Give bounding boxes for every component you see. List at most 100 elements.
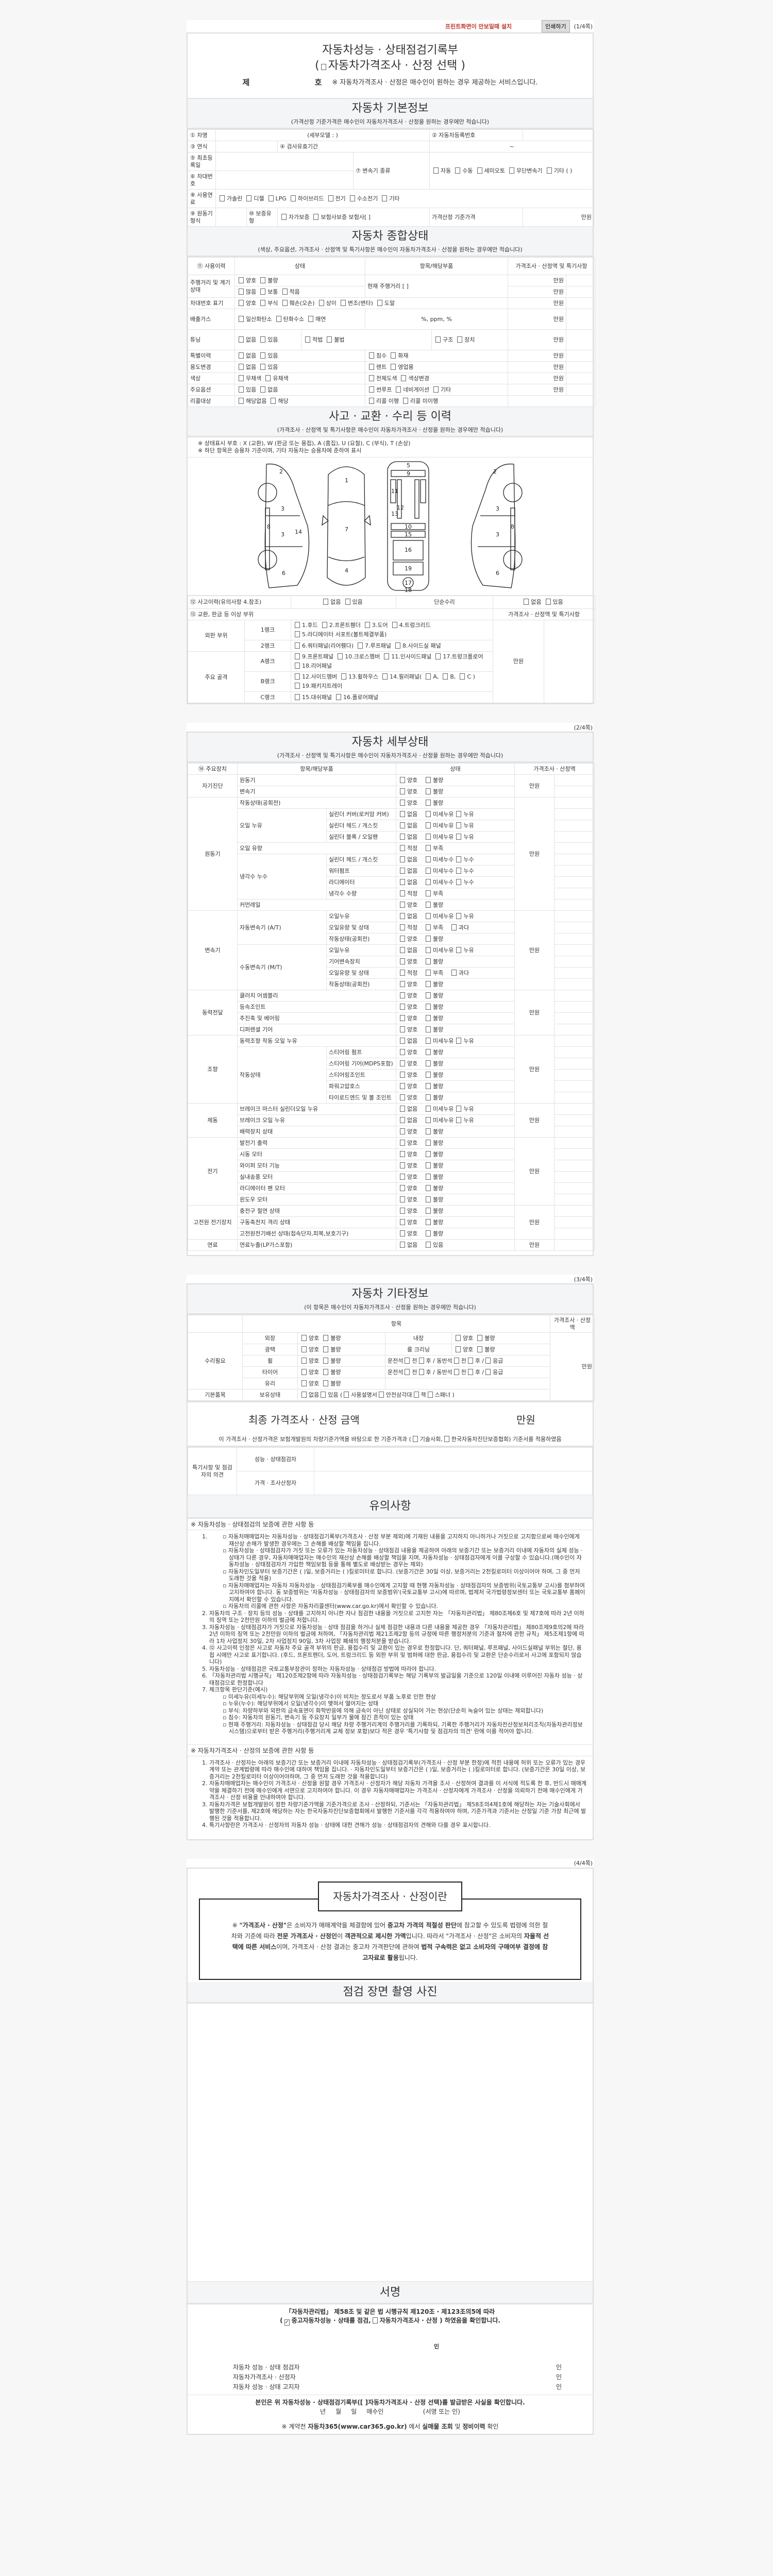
checkbox[interactable] bbox=[301, 1391, 307, 1398]
checkbox[interactable] bbox=[239, 288, 244, 295]
checkbox-option[interactable]: 없음 bbox=[522, 599, 542, 606]
checkbox[interactable] bbox=[260, 386, 266, 393]
checkbox-option[interactable]: 자가보증 bbox=[280, 213, 309, 221]
checkbox-option[interactable]: 가솔린 bbox=[218, 195, 242, 202]
checkbox[interactable] bbox=[456, 856, 462, 862]
note-cell[interactable] bbox=[554, 1148, 595, 1160]
price-field[interactable]: 만원 bbox=[508, 372, 566, 384]
checkbox[interactable] bbox=[426, 799, 431, 806]
checkbox[interactable] bbox=[418, 1357, 424, 1364]
note-cell[interactable] bbox=[554, 944, 595, 956]
checkbox-option[interactable]: 양호 bbox=[398, 776, 423, 784]
checkbox[interactable] bbox=[400, 1105, 405, 1112]
checkbox[interactable] bbox=[290, 195, 296, 201]
note-cell[interactable] bbox=[554, 1080, 595, 1092]
checkbox-option[interactable]: 양호 bbox=[398, 1218, 423, 1226]
checkbox-option[interactable]: 불량 bbox=[424, 1026, 449, 1033]
checkbox-option[interactable]: 변조(변타) bbox=[339, 299, 373, 307]
checkbox-option[interactable]: 양호 bbox=[398, 1071, 423, 1079]
checkbox-option[interactable]: 양호 bbox=[398, 901, 423, 909]
checkbox-option[interactable]: 불량 bbox=[424, 1139, 449, 1147]
note-cell[interactable] bbox=[566, 384, 595, 396]
note-cell[interactable] bbox=[554, 1046, 595, 1058]
checkbox[interactable] bbox=[485, 1368, 491, 1375]
checkbox-option[interactable]: 적정 bbox=[398, 924, 423, 931]
checkbox[interactable] bbox=[405, 1368, 410, 1375]
checkbox-option[interactable]: 하이브리드 bbox=[289, 195, 324, 202]
checkbox-option[interactable]: 3.도어 bbox=[363, 621, 388, 630]
checkbox[interactable] bbox=[400, 935, 405, 942]
checkbox[interactable] bbox=[400, 1060, 405, 1066]
checkbox[interactable] bbox=[400, 1082, 405, 1089]
checkbox[interactable] bbox=[400, 1139, 405, 1146]
checkbox-option[interactable]: 불량 bbox=[424, 1196, 449, 1204]
price-field[interactable]: 만원 bbox=[514, 797, 554, 911]
checkbox-option[interactable]: 양호 bbox=[398, 992, 423, 999]
checkbox[interactable] bbox=[400, 924, 405, 930]
note-cell[interactable] bbox=[554, 1035, 595, 1047]
checkbox[interactable] bbox=[400, 878, 405, 885]
signer-seal[interactable]: 인 bbox=[556, 2383, 562, 2391]
checkbox[interactable] bbox=[327, 336, 332, 343]
checkbox-option[interactable]: 누유 bbox=[455, 946, 479, 954]
checkbox-option[interactable]: 19.패키지트레이 bbox=[293, 682, 342, 691]
checkbox-option[interactable]: 양호 bbox=[398, 1094, 423, 1101]
checkbox-option[interactable]: 양호 bbox=[300, 1346, 319, 1353]
note-cell[interactable] bbox=[554, 854, 595, 866]
signer-seal[interactable]: 인 bbox=[556, 2373, 562, 2381]
checkbox[interactable] bbox=[345, 599, 350, 605]
checkbox-option[interactable]: 양호 bbox=[237, 299, 256, 307]
checkbox[interactable] bbox=[456, 810, 462, 817]
checkbox[interactable] bbox=[281, 213, 287, 220]
checkbox-option[interactable]: 영업용 bbox=[389, 363, 414, 371]
signer-seal[interactable]: 인 bbox=[556, 2363, 562, 2371]
checkbox[interactable] bbox=[328, 195, 333, 201]
checkbox-option[interactable]: 미세누유 bbox=[424, 810, 453, 818]
checkbox[interactable] bbox=[456, 946, 462, 953]
checkbox-option[interactable]: 렌트 bbox=[367, 363, 386, 371]
checkbox[interactable] bbox=[295, 663, 300, 669]
checkbox[interactable] bbox=[509, 167, 514, 174]
checkbox-option[interactable]: 누유 bbox=[455, 822, 479, 829]
checkbox[interactable] bbox=[426, 1150, 431, 1157]
checkbox[interactable] bbox=[400, 1071, 405, 1078]
checkbox[interactable] bbox=[323, 1368, 329, 1375]
checkbox[interactable] bbox=[444, 1436, 449, 1442]
checkbox[interactable] bbox=[453, 1368, 459, 1375]
checkbox-option[interactable]: 매연 bbox=[307, 315, 326, 323]
checkbox[interactable] bbox=[412, 1436, 418, 1442]
checkbox-option[interactable]: 미세누유 bbox=[424, 946, 453, 954]
checkbox-option[interactable]: 불량 bbox=[424, 1218, 449, 1226]
price-field[interactable]: 만원 bbox=[550, 1332, 595, 1401]
note-cell[interactable] bbox=[554, 1103, 595, 1115]
checkbox[interactable] bbox=[301, 1380, 307, 1386]
price-field[interactable]: 만원 bbox=[514, 1205, 554, 1240]
checkbox-option[interactable]: 없음 bbox=[398, 1116, 423, 1124]
checkbox-option[interactable]: 불량 bbox=[424, 1150, 449, 1158]
checkbox-option[interactable]: 없음 bbox=[398, 810, 423, 818]
checkbox-option[interactable]: 불량 bbox=[424, 1162, 449, 1170]
checkbox[interactable] bbox=[301, 1346, 307, 1352]
checkbox[interactable] bbox=[284, 2319, 290, 2326]
checkbox-option[interactable]: 5.라디에이터 서포트(볼트체결부품) bbox=[293, 630, 386, 639]
checkbox-option[interactable]: 양호 bbox=[398, 1150, 423, 1158]
checkbox-option[interactable]: 침수 bbox=[367, 352, 386, 360]
checkbox[interactable] bbox=[426, 912, 431, 919]
checkbox[interactable] bbox=[546, 167, 552, 174]
checkbox[interactable] bbox=[313, 213, 319, 220]
checkbox[interactable] bbox=[323, 1334, 329, 1341]
checkbox[interactable] bbox=[378, 1391, 384, 1398]
checkbox[interactable] bbox=[400, 890, 405, 896]
note-cell[interactable] bbox=[554, 865, 595, 877]
checkbox-option[interactable]: 불량 bbox=[424, 992, 449, 999]
note-cell[interactable] bbox=[554, 1205, 595, 1217]
checkbox[interactable] bbox=[239, 352, 244, 359]
price-field[interactable]: 만원 bbox=[514, 910, 554, 990]
note-cell[interactable] bbox=[566, 309, 595, 330]
checkbox[interactable] bbox=[400, 1026, 405, 1032]
checkbox[interactable] bbox=[456, 833, 462, 840]
checkbox[interactable] bbox=[418, 1368, 424, 1375]
checkbox[interactable] bbox=[400, 1003, 405, 1010]
checkbox[interactable] bbox=[426, 1173, 431, 1180]
checkbox-option[interactable]: 자동 bbox=[432, 165, 451, 177]
